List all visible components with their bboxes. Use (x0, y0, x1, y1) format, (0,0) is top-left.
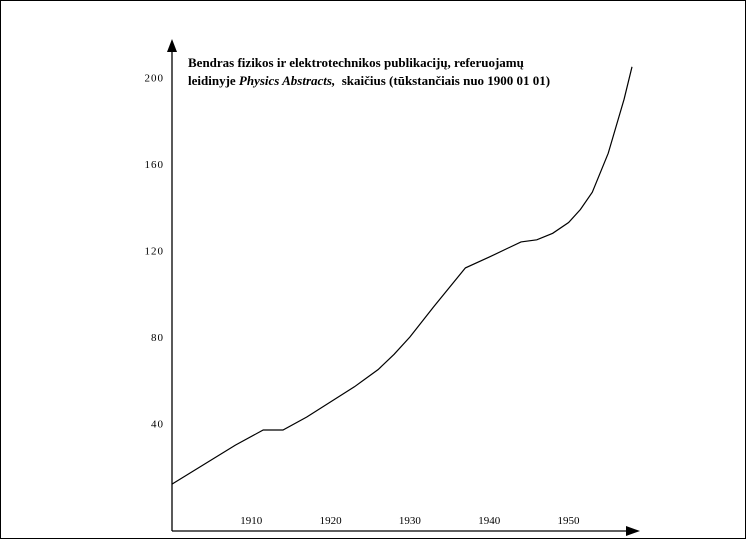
title-italic-part: Physics Abstracts, (239, 73, 335, 88)
y-axis-arrow (167, 39, 177, 52)
x-tick-label: 1910 (240, 515, 263, 527)
y-tick-label: 80 (151, 332, 164, 344)
series-line (171, 66, 633, 485)
x-tick-label: 1950 (558, 515, 581, 527)
x-axis-arrow (626, 526, 640, 536)
x-tick-label: 1920 (320, 515, 343, 527)
title-suffix: skaičius (tūkstančiais nuo 1900 01 01) (335, 73, 550, 88)
y-tick-label: 200 (145, 73, 165, 85)
y-tick-label: 160 (145, 159, 165, 171)
chart-title-line-2: leidinyje Physics Abstracts, skaičius (t… (188, 73, 550, 88)
x-tick-label: 1940 (478, 515, 501, 527)
title-prefix: leidinyje (188, 73, 239, 88)
y-tick-label: 40 (151, 419, 164, 431)
series (171, 66, 633, 485)
x-tick-label: 1930 (399, 515, 422, 527)
axes (167, 39, 640, 536)
x-tick-labels: 1910 1920 1930 1940 1950 (240, 515, 580, 527)
y-tick-labels: 40 80 120 160 200 (145, 73, 165, 431)
chart-title-line-1: Bendras fizikos ir elektrotechnikos publ… (188, 55, 524, 70)
y-tick-label: 120 (145, 246, 165, 258)
